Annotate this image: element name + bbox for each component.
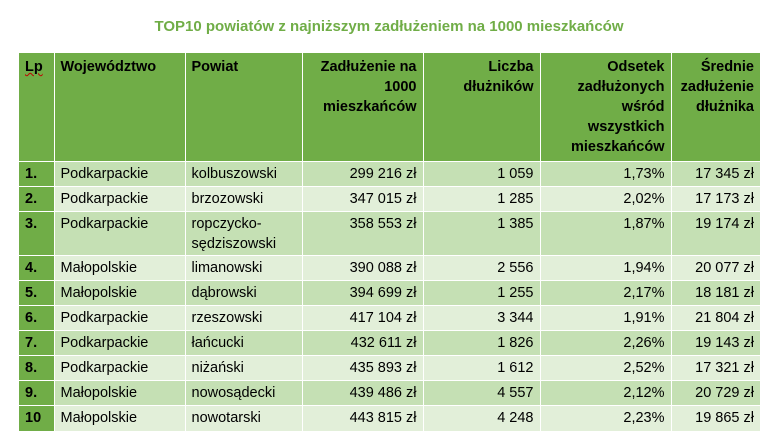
row-zadluzenie: 432 611 zł bbox=[302, 330, 424, 356]
table-row: 8. Podkarpackie niżański 435 893 zł 1 61… bbox=[19, 355, 760, 381]
page-title: TOP10 powiatów z najniższym zadłużeniem … bbox=[154, 18, 624, 35]
debt-table: Lp Województwo Powiat Zadłużenie na 1000… bbox=[19, 53, 760, 431]
row-powiat: dąbrowski bbox=[185, 280, 303, 306]
row-lp: 5. bbox=[19, 280, 55, 306]
table-row: 9. Małopolskie nowosądecki 439 486 zł 4 … bbox=[19, 380, 760, 406]
table-row: 7. Podkarpackie łańcucki 432 611 zł 1 82… bbox=[19, 330, 760, 356]
table-row: 1. Podkarpackie kolbuszowski 299 216 zł … bbox=[19, 161, 760, 187]
row-zadluzenie: 417 104 zł bbox=[302, 305, 424, 331]
row-powiat: niżański bbox=[185, 355, 303, 381]
table-row: 6. Podkarpackie rzeszowski 417 104 zł 3 … bbox=[19, 305, 760, 331]
table-row: 4. Małopolskie limanowski 390 088 zł 2 5… bbox=[19, 255, 760, 281]
row-zadluzenie: 443 815 zł bbox=[302, 405, 424, 431]
row-srednie: 17 173 zł bbox=[671, 186, 760, 212]
row-odsetek: 1,73% bbox=[540, 161, 672, 187]
header-wojewodztwo: Województwo bbox=[54, 53, 186, 162]
row-powiat: kolbuszowski bbox=[185, 161, 303, 187]
row-wojewodztwo: Podkarpackie bbox=[54, 305, 186, 331]
row-wojewodztwo: Małopolskie bbox=[54, 380, 186, 406]
row-dluznicy: 3 344 bbox=[423, 305, 541, 331]
row-srednie: 19 174 zł bbox=[671, 211, 760, 256]
row-srednie: 17 345 zł bbox=[671, 161, 760, 187]
row-lp: 9. bbox=[19, 380, 55, 406]
row-wojewodztwo: Podkarpackie bbox=[54, 330, 186, 356]
row-lp: 1. bbox=[19, 161, 55, 187]
row-odsetek: 2,52% bbox=[540, 355, 672, 381]
row-srednie: 20 077 zł bbox=[671, 255, 760, 281]
row-dluznicy: 1 059 bbox=[423, 161, 541, 187]
row-dluznicy: 1 612 bbox=[423, 355, 541, 381]
row-dluznicy: 1 826 bbox=[423, 330, 541, 356]
row-powiat: brzozowski bbox=[185, 186, 303, 212]
row-lp: 10 bbox=[19, 405, 55, 431]
row-zadluzenie: 347 015 zł bbox=[302, 186, 424, 212]
table-row: 2. Podkarpackie brzozowski 347 015 zł 1 … bbox=[19, 186, 760, 212]
row-wojewodztwo: Małopolskie bbox=[54, 405, 186, 431]
row-zadluzenie: 299 216 zł bbox=[302, 161, 424, 187]
row-powiat: ropczycko-sędziszowski bbox=[185, 211, 303, 256]
header-srednie: Średnie zadłużenie dłużnika bbox=[671, 53, 760, 162]
table-row: 3. Podkarpackie ropczycko-sędziszowski 3… bbox=[19, 211, 760, 256]
row-odsetek: 2,26% bbox=[540, 330, 672, 356]
row-wojewodztwo: Małopolskie bbox=[54, 280, 186, 306]
row-dluznicy: 1 385 bbox=[423, 211, 541, 256]
row-odsetek: 2,17% bbox=[540, 280, 672, 306]
row-powiat: łańcucki bbox=[185, 330, 303, 356]
row-zadluzenie: 358 553 zł bbox=[302, 211, 424, 256]
row-zadluzenie: 394 699 zł bbox=[302, 280, 424, 306]
row-srednie: 19 865 zł bbox=[671, 405, 760, 431]
row-zadluzenie: 435 893 zł bbox=[302, 355, 424, 381]
table-row: 10 Małopolskie nowotarski 443 815 zł 4 2… bbox=[19, 405, 760, 431]
row-powiat: nowosądecki bbox=[185, 380, 303, 406]
row-powiat: nowotarski bbox=[185, 405, 303, 431]
row-wojewodztwo: Małopolskie bbox=[54, 255, 186, 281]
row-srednie: 17 321 zł bbox=[671, 355, 760, 381]
header-lp: Lp bbox=[19, 53, 55, 162]
row-srednie: 20 729 zł bbox=[671, 380, 760, 406]
header-zadluzenie: Zadłużenie na 1000 mieszkańców bbox=[302, 53, 424, 162]
row-lp: 7. bbox=[19, 330, 55, 356]
row-dluznicy: 4 248 bbox=[423, 405, 541, 431]
row-lp: 3. bbox=[19, 211, 55, 256]
row-dluznicy: 4 557 bbox=[423, 380, 541, 406]
row-powiat: rzeszowski bbox=[185, 305, 303, 331]
row-wojewodztwo: Podkarpackie bbox=[54, 355, 186, 381]
row-odsetek: 2,23% bbox=[540, 405, 672, 431]
row-wojewodztwo: Podkarpackie bbox=[54, 161, 186, 187]
row-powiat: limanowski bbox=[185, 255, 303, 281]
row-wojewodztwo: Podkarpackie bbox=[54, 186, 186, 212]
row-lp: 6. bbox=[19, 305, 55, 331]
row-zadluzenie: 390 088 zł bbox=[302, 255, 424, 281]
row-srednie: 18 181 zł bbox=[671, 280, 760, 306]
row-odsetek: 2,02% bbox=[540, 186, 672, 212]
row-lp: 4. bbox=[19, 255, 55, 281]
header-dluznicy: Liczba dłużników bbox=[423, 53, 541, 162]
header-odsetek: Odsetek zadłużonych wśród wszystkich mie… bbox=[540, 53, 672, 162]
header-lp-label: Lp bbox=[25, 59, 43, 75]
row-dluznicy: 2 556 bbox=[423, 255, 541, 281]
row-odsetek: 1,94% bbox=[540, 255, 672, 281]
row-odsetek: 2,12% bbox=[540, 380, 672, 406]
row-odsetek: 1,91% bbox=[540, 305, 672, 331]
row-lp: 8. bbox=[19, 355, 55, 381]
row-wojewodztwo: Podkarpackie bbox=[54, 211, 186, 256]
row-dluznicy: 1 285 bbox=[423, 186, 541, 212]
row-zadluzenie: 439 486 zł bbox=[302, 380, 424, 406]
header-powiat: Powiat bbox=[185, 53, 303, 162]
row-odsetek: 1,87% bbox=[540, 211, 672, 256]
row-lp: 2. bbox=[19, 186, 55, 212]
header-row: Lp Województwo Powiat Zadłużenie na 1000… bbox=[19, 53, 760, 162]
row-srednie: 21 804 zł bbox=[671, 305, 760, 331]
table-row: 5. Małopolskie dąbrowski 394 699 zł 1 25… bbox=[19, 280, 760, 306]
row-srednie: 19 143 zł bbox=[671, 330, 760, 356]
row-dluznicy: 1 255 bbox=[423, 280, 541, 306]
